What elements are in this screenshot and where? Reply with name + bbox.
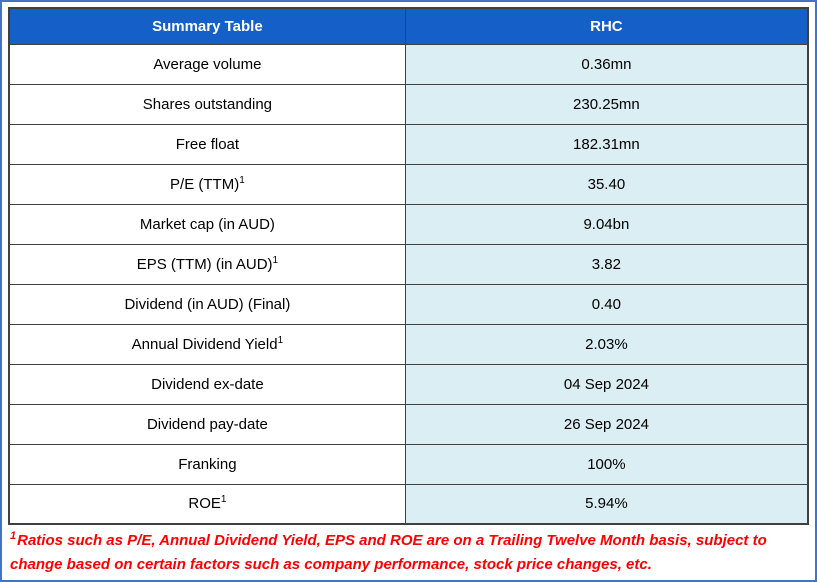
metric-label-cell: Average volume: [8, 43, 406, 85]
header-row: Summary Table RHC: [8, 7, 809, 45]
footnote-superscript: 1: [10, 530, 17, 542]
metric-value: 182.31mn: [573, 135, 640, 153]
metric-value: 2.03%: [585, 335, 628, 353]
metric-label: ROE: [188, 495, 221, 513]
metric-value: 04 Sep 2024: [563, 375, 649, 393]
metric-label: EPS (TTM) (in AUD): [136, 255, 273, 273]
metric-value-cell: 3.82: [404, 243, 809, 285]
metric-label-cell: Shares outstanding: [8, 83, 406, 125]
metric-label-cell: Dividend (in AUD) (Final): [8, 283, 406, 325]
footnote-text: Ratios such as P/E, Annual Dividend Yiel…: [10, 532, 767, 574]
metric-label-cell: Dividend pay-date: [8, 403, 406, 445]
metric-label: Dividend pay-date: [146, 415, 268, 433]
metric-value-cell: 230.25mn: [404, 83, 809, 125]
metric-label-cell: Free float: [8, 123, 406, 165]
table-row: Average volume 0.36mn: [8, 43, 809, 85]
metric-value: 26 Sep 2024: [563, 415, 649, 433]
metric-value: 230.25mn: [573, 95, 640, 113]
metric-label-cell: Market cap (in AUD): [8, 203, 406, 245]
metric-value: 35.40: [587, 175, 626, 193]
metric-value-cell: 35.40: [404, 163, 809, 205]
table-row: Dividend pay-date 26 Sep 2024: [8, 403, 809, 445]
table-row: P/E (TTM)1 35.40: [8, 163, 809, 205]
metric-value: 3.82: [591, 255, 621, 273]
footnote-ref: 1: [277, 334, 284, 346]
metric-label-cell: Annual Dividend Yield1: [8, 323, 406, 365]
metric-value-cell: 26 Sep 2024: [404, 403, 809, 445]
table-row: EPS (TTM) (in AUD)1 3.82: [8, 243, 809, 285]
metric-label: Market cap (in AUD): [139, 215, 275, 233]
metric-label-cell: Dividend ex-date: [8, 363, 406, 405]
metric-label: Franking: [178, 455, 237, 473]
metric-label: Dividend ex-date: [151, 375, 264, 393]
metric-label: P/E (TTM): [170, 175, 240, 193]
metric-label: Average volume: [153, 55, 262, 73]
metric-value: 100%: [587, 455, 626, 473]
metric-value-cell: 0.40: [404, 283, 809, 325]
metric-value: 5.94%: [585, 495, 628, 513]
metric-label: Annual Dividend Yield: [131, 335, 278, 353]
table-row: ROE1 5.94%: [8, 483, 809, 525]
metric-value-cell: 0.36mn: [404, 43, 809, 85]
metric-value: 9.04bn: [583, 215, 630, 233]
summary-table-body: Average volume 0.36mn Shares outstanding 23…: [8, 43, 809, 525]
metric-value-cell: 100%: [404, 443, 809, 485]
table-row: Franking 100%: [8, 443, 809, 485]
metric-value-cell: 9.04bn: [404, 203, 809, 245]
metric-label-cell: P/E (TTM)1: [8, 163, 406, 205]
footnote-ref: 1: [239, 174, 245, 186]
footnote-ref: 1: [272, 254, 279, 266]
metric-value: 0.40: [591, 295, 621, 313]
summary-table: Summary Table RHC Average volume 0.36mn Sh…: [8, 7, 809, 525]
table-row: Dividend ex-date 04 Sep 2024: [8, 363, 809, 405]
table-row: Annual Dividend Yield1 2.03%: [8, 323, 809, 365]
header-cell-summary-table: Summary Table: [8, 7, 406, 45]
table-row: Dividend (in AUD) (Final) 0.40: [8, 283, 809, 325]
metric-value-cell: 5.94%: [404, 483, 809, 525]
metric-label: Dividend (in AUD) (Final): [124, 295, 291, 313]
metric-value: 0.36mn: [581, 55, 632, 73]
footnote-ref: 1: [220, 494, 227, 506]
table-row: Shares outstanding 230.25mn: [8, 83, 809, 125]
metric-label-cell: ROE1: [8, 483, 406, 525]
metric-value-cell: 04 Sep 2024: [404, 363, 809, 405]
metric-value-cell: 182.31mn: [404, 123, 809, 165]
table-row: Free float 182.31mn: [8, 123, 809, 165]
summary-table-header: Summary Table RHC: [8, 7, 809, 45]
metric-label-cell: EPS (TTM) (in AUD)1: [8, 243, 406, 285]
footnote: 1Ratios such as P/E, Annual Dividend Yie…: [8, 529, 809, 578]
metric-value-cell: 2.03%: [404, 323, 809, 365]
table-row: Market cap (in AUD) 9.04bn: [8, 203, 809, 245]
metric-label-cell: Franking: [8, 443, 406, 485]
metric-label: Free float: [175, 135, 240, 153]
header-cell-ticker: RHC: [404, 7, 809, 45]
metric-label: Shares outstanding: [142, 95, 273, 113]
